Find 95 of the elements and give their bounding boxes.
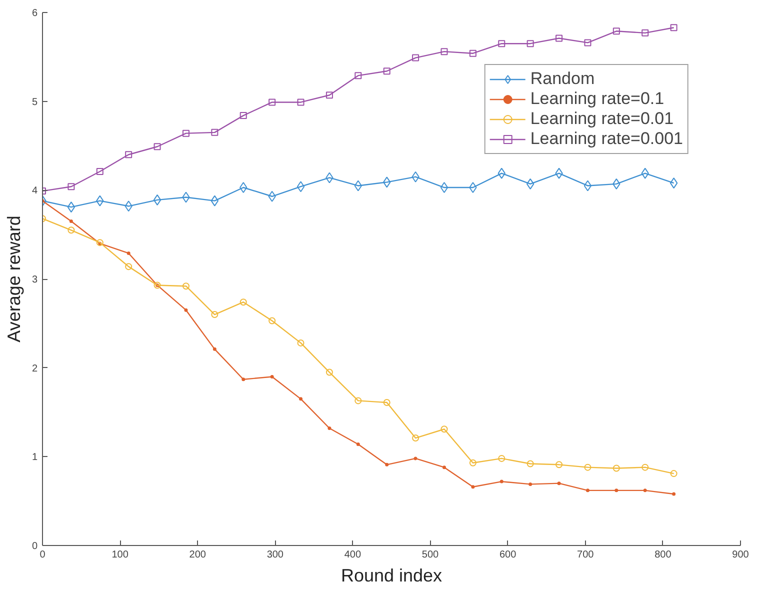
point: [670, 178, 678, 189]
y-tick-label: 4: [32, 186, 38, 197]
point: [240, 182, 248, 193]
point: [211, 128, 218, 136]
point: [182, 282, 190, 290]
point: [297, 339, 304, 346]
legend-label: Random: [530, 69, 595, 89]
point: [356, 442, 360, 446]
point: [125, 263, 132, 270]
point: [383, 398, 390, 406]
point: [469, 182, 477, 193]
x-tick-label: 100: [112, 550, 129, 560]
point: [643, 488, 647, 492]
y-tick-label: 1: [32, 452, 38, 464]
point: [211, 311, 218, 318]
point: [642, 29, 649, 36]
point: [385, 462, 389, 466]
point: [586, 488, 590, 492]
point: [612, 464, 620, 472]
x-tick-label: 500: [422, 550, 440, 560]
point: [326, 92, 333, 99]
point: [414, 456, 418, 460]
point: [212, 347, 216, 351]
legend-label: Learning rate=0.001: [530, 129, 683, 149]
y-tick-label: 5: [32, 96, 38, 108]
y-axis-title: Average reward: [4, 216, 24, 342]
point: [326, 368, 333, 376]
point: [96, 168, 104, 176]
point: [557, 482, 561, 486]
point: [154, 143, 161, 150]
point: [584, 180, 592, 192]
point: [268, 98, 276, 106]
point: [297, 98, 304, 106]
point: [442, 466, 446, 470]
point: [412, 54, 420, 62]
point: [67, 202, 76, 213]
legend-label: Learning rate=0.01: [530, 109, 674, 129]
point: [240, 298, 247, 306]
point: [498, 40, 506, 48]
x-tick-label: 700: [577, 550, 594, 560]
x-tick-label: 0: [40, 550, 46, 560]
point: [69, 220, 73, 224]
x-tick-label: 200: [189, 550, 206, 560]
point: [184, 308, 188, 312]
point: [125, 151, 132, 158]
point: [268, 317, 276, 324]
point: [440, 182, 448, 193]
x-tick-label: 300: [266, 550, 284, 560]
point: [412, 434, 420, 442]
point: [383, 68, 390, 75]
point: [584, 464, 592, 471]
point: [469, 50, 476, 57]
point: [469, 459, 476, 466]
point: [556, 34, 563, 42]
x-axis-title: Round index: [340, 566, 442, 586]
point: [672, 492, 676, 496]
legend-label: Learning rate=0.1: [530, 89, 664, 109]
point: [642, 464, 649, 471]
point: [126, 251, 130, 255]
point: [614, 488, 618, 492]
point: [354, 397, 362, 404]
point: [498, 454, 506, 462]
point: [328, 426, 332, 430]
point: [240, 112, 247, 120]
y-tick-label: 6: [32, 8, 38, 19]
x-tick-label: 900: [732, 550, 750, 560]
point: [440, 48, 448, 56]
x-tick-label: 600: [499, 550, 517, 560]
point: [440, 426, 448, 433]
point: [296, 181, 305, 192]
point: [182, 130, 190, 137]
x-tick-label: 400: [344, 550, 362, 560]
y-tick-label: 2: [32, 363, 38, 374]
point: [68, 183, 75, 190]
point: [526, 178, 534, 190]
point: [354, 72, 362, 80]
point: [270, 374, 274, 378]
point: [96, 239, 104, 246]
point: [153, 194, 162, 206]
y-tick-label: 3: [32, 274, 38, 286]
point: [500, 480, 504, 484]
point: [612, 28, 620, 35]
point: [526, 40, 534, 48]
point: [210, 195, 219, 206]
point: [556, 461, 563, 468]
point: [584, 39, 592, 46]
point: [471, 485, 475, 489]
point: [242, 378, 246, 382]
x-tick-label: 800: [654, 550, 672, 560]
point: [299, 397, 303, 401]
point: [670, 24, 678, 32]
point: [526, 460, 534, 468]
point: [528, 482, 532, 486]
y-tick-label: 0: [32, 541, 38, 552]
point: [68, 226, 75, 234]
